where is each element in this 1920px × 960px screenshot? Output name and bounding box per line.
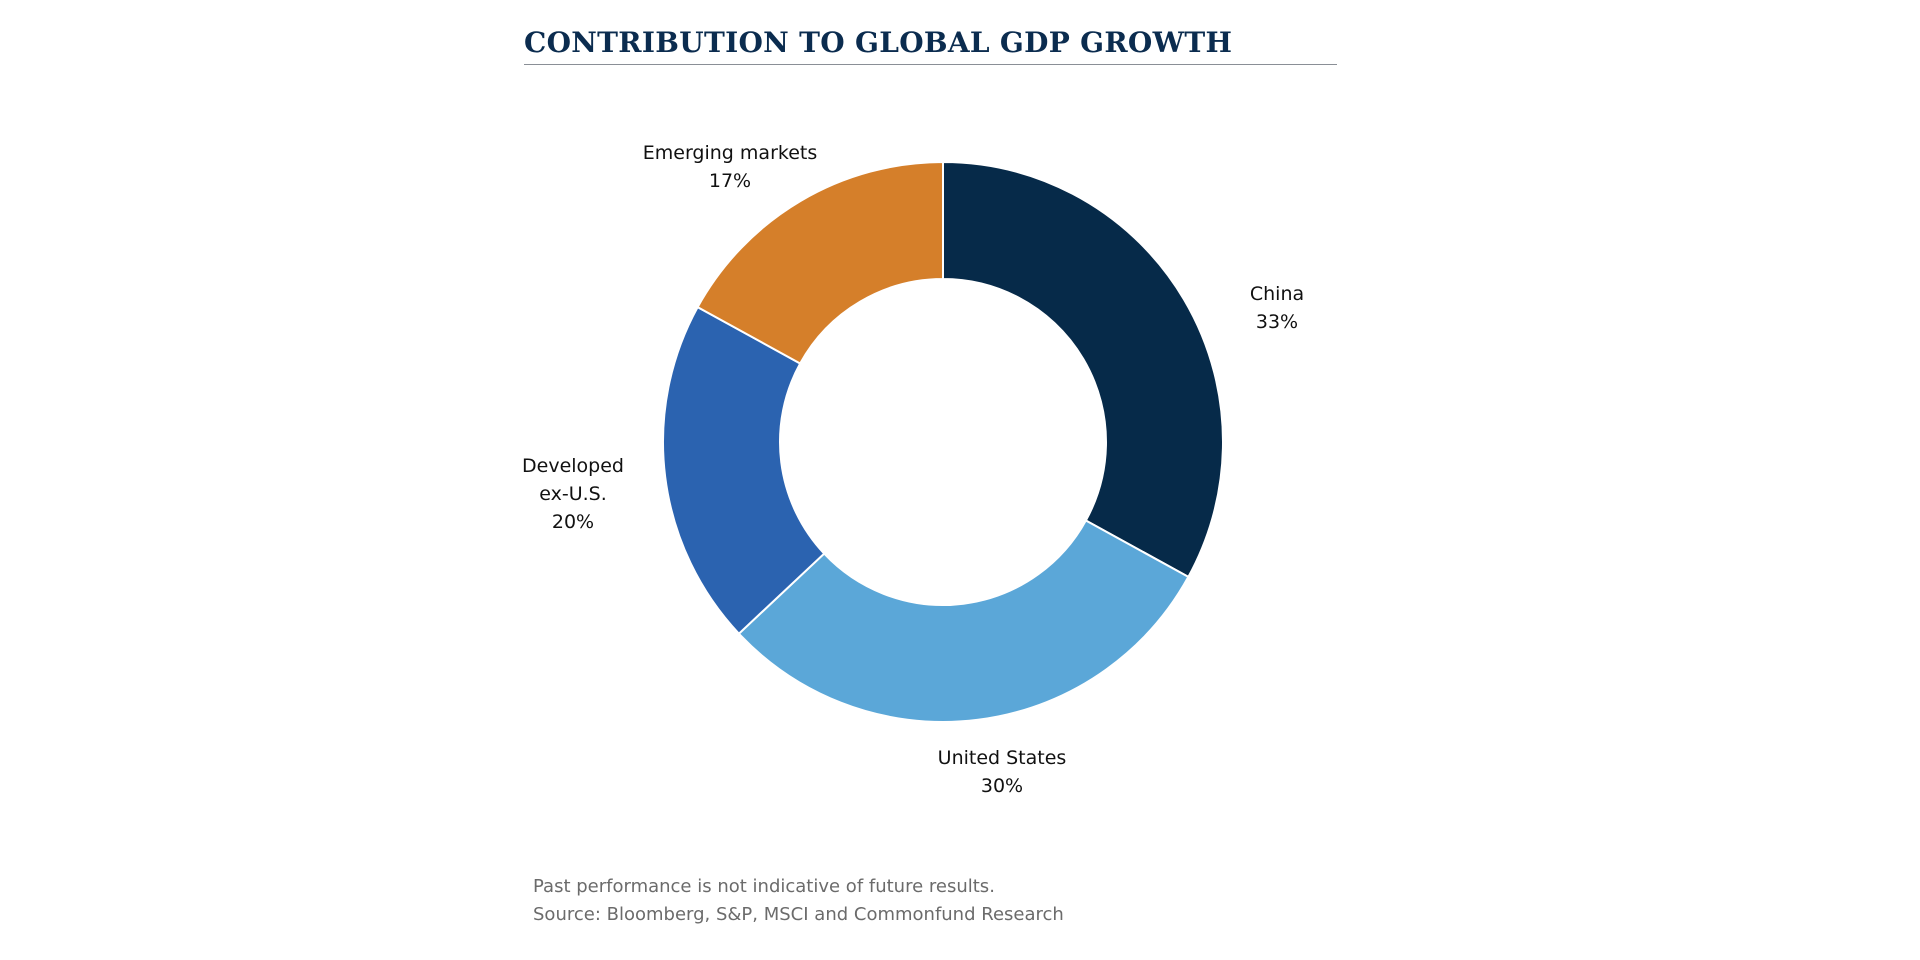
slice-label: Emerging markets 17% — [620, 139, 840, 195]
slice-name: Developed ex-U.S. — [522, 455, 624, 505]
footnote: Past performance is not indicative of fu… — [533, 876, 995, 897]
slice-value: 20% — [551, 511, 595, 533]
slice-name: United States — [937, 747, 1067, 769]
slice-value: 17% — [708, 170, 752, 192]
slice-label: China 33% — [1177, 280, 1377, 336]
slice-value: 30% — [980, 775, 1024, 797]
donut-slice — [696, 160, 944, 365]
slice-label: Developed ex-U.S. 20% — [518, 452, 628, 536]
title-rule — [524, 64, 1337, 65]
slice-label: United States 30% — [892, 744, 1112, 800]
donut-slice — [737, 519, 1190, 723]
slice-name: Emerging markets — [642, 142, 818, 164]
slice-value: 33% — [1255, 311, 1299, 333]
footnote: Source: Bloomberg, S&P, MSCI and Commonf… — [533, 904, 1064, 925]
donut-slice — [662, 305, 826, 636]
slice-name: China — [1249, 283, 1305, 305]
chart-title: CONTRIBUTION TO GLOBAL GDP GROWTH — [524, 26, 1233, 59]
donut-slice — [942, 160, 1224, 579]
